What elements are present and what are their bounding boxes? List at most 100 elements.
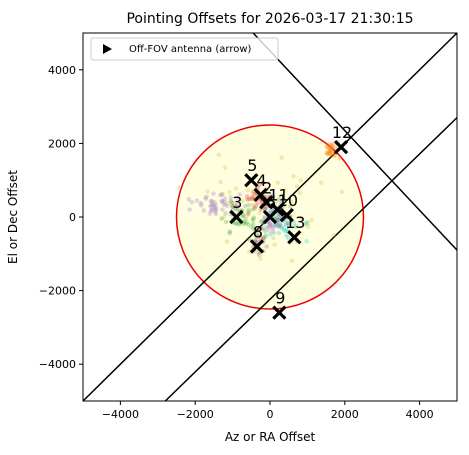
offset-point-purple bbox=[220, 207, 225, 212]
offset-point-purple bbox=[235, 196, 241, 202]
offset-point-green bbox=[245, 222, 251, 227]
antenna-x-mark bbox=[249, 239, 265, 254]
offset-point-purple bbox=[223, 211, 228, 216]
offset-point-red bbox=[249, 194, 255, 200]
x-axis-ticks: −4000 −2000 0 2000 4000 bbox=[102, 401, 434, 421]
x-tick-label: 2000 bbox=[331, 408, 359, 421]
offset-point-cyan bbox=[274, 223, 280, 229]
offset-point-olive bbox=[298, 215, 304, 221]
offset-point-pink bbox=[266, 220, 272, 226]
chart-title: Pointing Offsets for 2026-03-17 21:30:15 bbox=[126, 11, 413, 27]
offset-point-green bbox=[241, 221, 247, 227]
offset-point-purple bbox=[209, 198, 214, 204]
offset-point-red bbox=[257, 182, 262, 187]
offset-point-olive bbox=[246, 249, 252, 255]
offset-point-orange bbox=[330, 145, 335, 151]
offset-point-cyan bbox=[260, 225, 266, 231]
offset-point-green bbox=[250, 217, 256, 222]
antenna-label-6: 6 bbox=[266, 193, 276, 212]
offset-point-red bbox=[260, 180, 266, 185]
offset-point-purple bbox=[233, 206, 239, 211]
offset-point-green bbox=[246, 202, 251, 208]
offset-point-cyan bbox=[304, 238, 309, 244]
antenna-marker-10 bbox=[279, 208, 294, 223]
offset-point-brown bbox=[261, 235, 266, 241]
offset-point-pink bbox=[262, 214, 268, 219]
offset-point-olive bbox=[250, 202, 256, 208]
offset-point-purple bbox=[213, 202, 218, 208]
offset-point-orange bbox=[328, 144, 334, 150]
offset-point-green bbox=[241, 220, 247, 225]
offset-point-orange bbox=[327, 146, 332, 151]
offset-point-cyan bbox=[279, 226, 285, 231]
offset-point-olive bbox=[245, 213, 250, 218]
offset-point-blue bbox=[267, 221, 273, 227]
offset-point-green bbox=[258, 219, 264, 224]
offset-point-purple bbox=[198, 203, 204, 208]
offset-point-olive bbox=[288, 199, 294, 204]
offset-point-blue bbox=[283, 221, 289, 227]
offset-point-olive bbox=[294, 184, 300, 189]
offset-point-olive bbox=[220, 192, 226, 197]
offset-point-olive bbox=[297, 190, 303, 196]
offset-point-purple bbox=[213, 211, 219, 217]
offset-point-orange bbox=[325, 151, 331, 156]
offset-point-brown bbox=[256, 252, 262, 257]
antenna-label-4: 4 bbox=[257, 171, 267, 190]
legend: Off-FOV antenna (arrow) bbox=[90, 37, 279, 61]
offset-point-green bbox=[246, 207, 251, 213]
offset-point-red bbox=[252, 191, 257, 197]
antenna-marker-6 bbox=[262, 209, 278, 225]
offset-point-cyan bbox=[274, 222, 279, 228]
offset-point-cyan bbox=[270, 225, 276, 231]
offset-point-pink bbox=[269, 222, 275, 228]
offset-point-green bbox=[233, 221, 239, 226]
offset-point-green bbox=[231, 204, 236, 209]
offset-point-green bbox=[240, 213, 245, 219]
offset-point-olive bbox=[250, 218, 256, 223]
offset-point-green bbox=[236, 221, 242, 227]
offset-point-purple bbox=[207, 211, 213, 216]
offset-point-purple bbox=[212, 200, 217, 205]
offset-point-olive bbox=[305, 224, 311, 229]
offset-point-olive bbox=[331, 232, 336, 238]
offset-point-purple bbox=[208, 199, 214, 204]
offset-point-cyan bbox=[276, 230, 282, 236]
antenna-marker-2 bbox=[259, 195, 274, 210]
legend-marker-arrow-icon bbox=[103, 44, 112, 54]
offset-point-olive bbox=[271, 235, 276, 241]
offset-point-olive bbox=[282, 188, 288, 193]
offset-point-cyan bbox=[302, 221, 308, 227]
offset-point-olive bbox=[262, 234, 268, 239]
offset-point-blue bbox=[262, 206, 268, 212]
guide-line-1 bbox=[164, 117, 457, 401]
offset-point-cyan bbox=[285, 235, 291, 241]
offset-point-purple bbox=[228, 195, 234, 200]
offset-point-purple bbox=[203, 196, 208, 201]
offset-point-brown bbox=[256, 233, 262, 239]
antenna-marker-9 bbox=[272, 305, 287, 320]
offset-point-gray bbox=[266, 224, 271, 230]
offset-point-purple bbox=[219, 192, 225, 197]
offset-point-olive bbox=[289, 258, 295, 264]
offset-point-cyan bbox=[285, 220, 290, 226]
offset-point-cyan bbox=[293, 223, 298, 229]
antenna-x-mark bbox=[244, 173, 259, 188]
offset-point-brown bbox=[259, 226, 264, 232]
offset-point-purple bbox=[209, 208, 214, 213]
offset-point-olive bbox=[222, 165, 228, 170]
offset-point-orange bbox=[329, 149, 334, 155]
offset-point-orange bbox=[324, 144, 329, 149]
x-tick-label: 0 bbox=[267, 408, 274, 421]
offset-point-olive bbox=[218, 179, 223, 185]
offset-point-cyan bbox=[267, 231, 273, 237]
y-axis-ticks: −4000 −2000 0 2000 4000 bbox=[39, 64, 83, 371]
antenna-marker-12 bbox=[333, 139, 349, 155]
offset-point-purple bbox=[209, 207, 214, 213]
offset-point-green bbox=[254, 230, 260, 236]
offset-point-red bbox=[253, 203, 259, 209]
offset-point-purple bbox=[194, 198, 200, 203]
offset-point-blue bbox=[277, 222, 282, 228]
offset-point-purple bbox=[219, 199, 224, 204]
